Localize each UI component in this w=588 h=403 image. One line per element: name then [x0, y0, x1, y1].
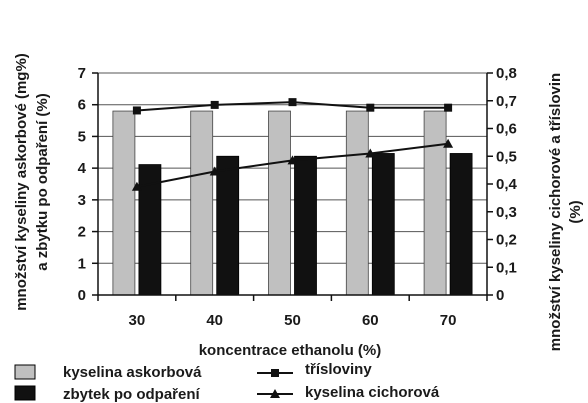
left-tick-label: 7 [78, 65, 86, 82]
point-trisloviny [366, 103, 375, 112]
right-axis-title-line1: množství kyseliny cichorové a tříslovin [547, 73, 564, 351]
x-tick-label: 70 [440, 312, 457, 329]
point-trisloviny [210, 100, 219, 109]
point-kyselina-cichorova [443, 138, 454, 148]
left-tick-label: 5 [78, 128, 86, 145]
right-tick-label: 0,2 [496, 232, 517, 249]
right-tick-label: 0,3 [496, 204, 517, 221]
right-axis-title-line2: (%) [567, 200, 584, 223]
legend-label-kyselina-askorbova: kyselina askorbová [63, 364, 202, 381]
legend-swatch-kyselina-askorbova [14, 364, 36, 380]
right-tick-label: 0,5 [496, 148, 517, 165]
right-tick-label: 0 [496, 287, 504, 304]
left-tick-label: 0 [78, 287, 86, 304]
bar-zbytek-po-odpareni [294, 155, 317, 296]
left-axis-title-line2: a zbytku po odpaření (%) [34, 93, 51, 271]
left-tick-label: 1 [78, 255, 86, 272]
series-lines [131, 98, 454, 191]
point-kyselina-cichorova [365, 148, 376, 158]
legend-label-zbytek-po-odpareni: zbytek po odpaření [63, 386, 201, 403]
x-tick-label: 50 [284, 312, 301, 329]
legend-marker-trisloviny [271, 369, 279, 377]
point-trisloviny [132, 106, 141, 115]
point-kyselina-cichorova [287, 155, 298, 165]
legend-label-trisloviny: třísloviny [305, 361, 372, 378]
x-tick-label: 30 [129, 312, 146, 329]
right-tick-label: 0,8 [496, 65, 517, 82]
right-tick-label: 0,4 [496, 176, 518, 193]
legend-marker-kyselina-cichorova [270, 389, 280, 398]
bar-kyselina-askorbova [268, 110, 291, 296]
point-trisloviny [288, 98, 297, 107]
legend-label-kyselina-cichorova: kyselina cichorová [305, 384, 440, 401]
right-tick-label: 0,1 [496, 259, 517, 276]
legend: kyselina askorbová zbytek po odpaření tř… [14, 361, 440, 403]
left-axis-title-line1: množství kyseliny askorbové (mg%) [13, 53, 30, 311]
bar-zbytek-po-odpareni [449, 153, 473, 296]
axes [92, 72, 493, 301]
bar-zbytek-po-odpareni [216, 155, 240, 296]
right-tick-label: 0,7 [496, 93, 517, 110]
legend-swatch-zbytek-po-odpareni [14, 385, 36, 401]
point-kyselina-cichorova [131, 181, 142, 191]
left-tick-label: 6 [78, 97, 86, 114]
x-tick-label: 40 [206, 312, 223, 329]
x-tick-label: 60 [362, 312, 379, 329]
left-tick-label: 3 [78, 192, 86, 209]
bar-zbytek-po-odpareni [371, 153, 395, 296]
bar-kyselina-askorbova [423, 110, 447, 296]
right-tick-label: 0,6 [496, 121, 517, 138]
bar-kyselina-askorbova [112, 110, 136, 296]
bars [112, 110, 473, 296]
point-trisloviny [444, 103, 453, 112]
line-kyselina-cichorova [136, 142, 449, 188]
left-tick-label: 4 [78, 160, 87, 177]
left-tick-label: 2 [78, 224, 86, 241]
bar-kyselina-askorbova [190, 110, 214, 296]
x-axis-title: koncentrace ethanolu (%) [199, 342, 382, 359]
bar-kyselina-askorbova [345, 110, 369, 296]
point-kyselina-cichorova [209, 166, 220, 176]
